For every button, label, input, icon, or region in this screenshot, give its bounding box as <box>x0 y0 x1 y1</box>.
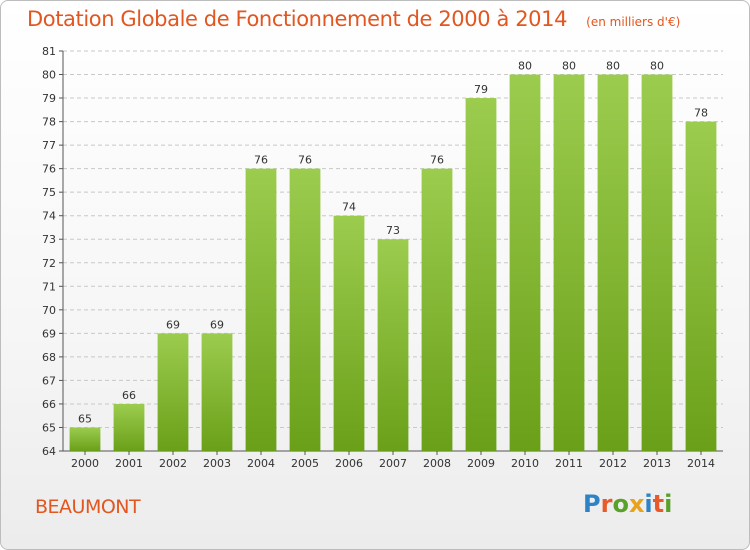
x-tick-label: 2001 <box>115 457 143 470</box>
value-label-2002: 69 <box>166 318 180 331</box>
x-tick-label: 2003 <box>203 457 231 470</box>
y-tick-label: 68 <box>42 351 56 364</box>
x-tick-labels: 2000 2001 2002 2003 2004 2005 2006 2007 2008 2009… <box>71 457 715 470</box>
bar-2012 <box>597 74 629 451</box>
y-tick-label: 79 <box>42 92 56 105</box>
y-tick-label: 71 <box>42 280 56 293</box>
y-tick-label: 78 <box>42 116 56 129</box>
x-tick-label: 2010 <box>511 457 539 470</box>
value-label-2000: 65 <box>78 412 92 425</box>
y-tick-label: 66 <box>42 398 56 411</box>
bar-2011 <box>553 74 585 451</box>
bar-2013 <box>641 74 673 451</box>
logo-letter: i <box>644 490 653 518</box>
x-tick-label: 2008 <box>423 457 451 470</box>
bar-2003 <box>201 333 233 451</box>
value-label-2012: 80 <box>606 60 620 73</box>
bar-2001 <box>113 403 145 451</box>
y-tick-label: 77 <box>42 139 56 152</box>
x-tick-label: 2012 <box>599 457 627 470</box>
bar-2007 <box>377 239 409 451</box>
y-tick-label: 69 <box>42 327 56 340</box>
y-tick-label: 65 <box>42 421 56 434</box>
value-label-2007: 73 <box>386 224 400 237</box>
bar-2004 <box>245 168 277 451</box>
logo-letter: o <box>612 490 629 518</box>
y-tick-label: 80 <box>42 69 56 82</box>
value-label-2006: 74 <box>342 201 356 214</box>
chart-title: Dotation Globale de Fonctionnement de 20… <box>27 7 568 31</box>
proxiti-logo: Proxiti <box>583 490 672 518</box>
logo-letter: P <box>583 490 601 518</box>
y-tick-label: 64 <box>42 445 56 458</box>
value-label-2013: 80 <box>650 60 664 73</box>
bar-2002 <box>157 333 189 451</box>
x-tick-label: 2009 <box>467 457 495 470</box>
value-label-2005: 76 <box>298 154 312 167</box>
bar-2010 <box>509 74 541 451</box>
y-tick-label: 70 <box>42 304 56 317</box>
value-label-2004: 76 <box>254 154 268 167</box>
value-label-2011: 80 <box>562 60 576 73</box>
bar-2014 <box>685 121 717 452</box>
value-label-2009: 79 <box>474 83 488 96</box>
y-tick-label: 76 <box>42 163 56 176</box>
y-tick-label: 74 <box>42 210 56 223</box>
logo-letter: r <box>600 490 613 518</box>
commune-name: BEAUMONT <box>35 496 141 518</box>
value-label-2010: 80 <box>518 60 532 73</box>
logo-letter: x <box>628 490 645 518</box>
bars <box>69 74 717 452</box>
chart-subtitle: (en milliers d'€) <box>586 15 681 29</box>
x-tick-label: 2011 <box>555 457 583 470</box>
value-labels: 65 66 69 69 76 76 74 73 76 79 80 80 80 80 78 <box>78 60 708 426</box>
y-tick-label: 67 <box>42 374 56 387</box>
x-tick-label: 2004 <box>247 457 275 470</box>
bar-2009 <box>465 98 497 451</box>
value-label-2008: 76 <box>430 154 444 167</box>
y-tick-label: 81 <box>42 45 56 58</box>
value-label-2003: 69 <box>210 318 224 331</box>
bar-2000 <box>69 427 101 451</box>
bar-2005 <box>289 168 321 451</box>
y-tick-label: 73 <box>42 233 56 246</box>
y-tick-labels: 64 65 66 67 68 69 70 71 72 73 74 75 76 77 78 79 80 81 <box>42 45 56 458</box>
logo-letter: t <box>652 490 665 518</box>
x-tick-label: 2013 <box>643 457 671 470</box>
x-tick-label: 2000 <box>71 457 99 470</box>
y-tick-label: 72 <box>42 257 56 270</box>
x-tick-label: 2005 <box>291 457 319 470</box>
x-tick-label: 2007 <box>379 457 407 470</box>
value-label-2001: 66 <box>122 389 136 402</box>
logo-letter: i <box>664 490 673 518</box>
x-tick-label: 2006 <box>335 457 363 470</box>
y-tick-label: 75 <box>42 186 56 199</box>
bar-2008 <box>421 168 453 451</box>
value-label-2014: 78 <box>694 107 708 120</box>
x-tick-label: 2014 <box>687 457 715 470</box>
bar-2006 <box>333 215 365 451</box>
chart-title-row: Dotation Globale de Fonctionnement de 20… <box>27 7 680 31</box>
x-tick-label: 2002 <box>159 457 187 470</box>
